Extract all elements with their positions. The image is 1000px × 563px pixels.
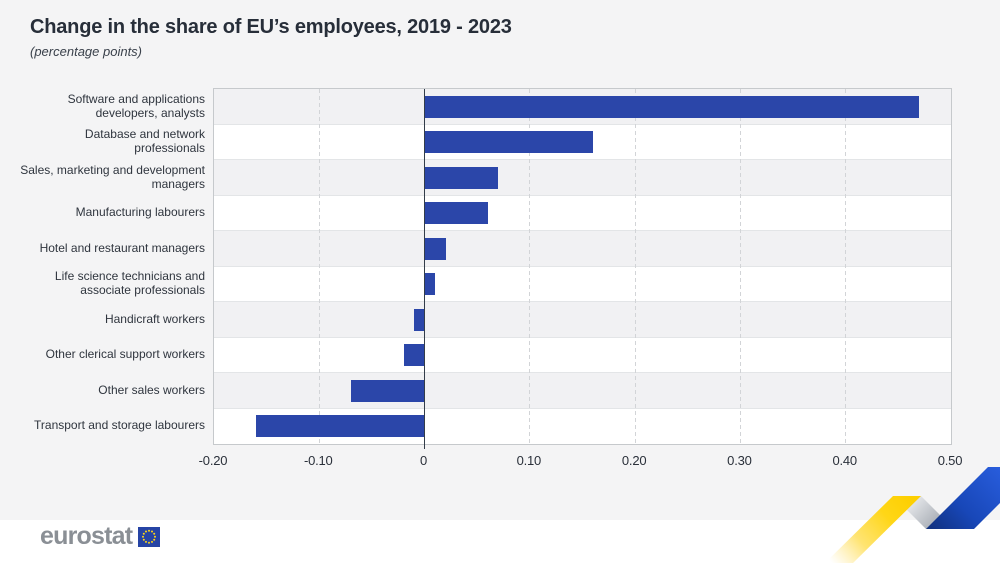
category-label: Handicraft workers bbox=[104, 311, 205, 326]
bar bbox=[424, 273, 436, 296]
ribbon-yellow-band bbox=[825, 496, 921, 563]
gridline bbox=[845, 89, 847, 444]
row-stripe bbox=[214, 266, 951, 302]
gridline bbox=[529, 89, 531, 444]
bar bbox=[424, 95, 920, 118]
bar bbox=[403, 344, 425, 367]
category-label: Transport and storage labourers bbox=[34, 418, 205, 433]
x-tick-label: 0.50 bbox=[937, 453, 963, 468]
category-label: Other clerical support workers bbox=[45, 347, 205, 362]
category-label: Software and applications developers, an… bbox=[67, 91, 205, 120]
row-stripe bbox=[214, 231, 951, 267]
bar bbox=[414, 308, 425, 331]
x-tick-label: -0.10 bbox=[303, 453, 333, 468]
bar bbox=[424, 131, 594, 154]
eurostat-ribbon-decoration bbox=[825, 467, 1000, 563]
x-tick-label: 0 bbox=[420, 453, 428, 468]
eu-flag-icon bbox=[138, 526, 161, 547]
bar bbox=[424, 166, 499, 189]
row-stripe bbox=[214, 373, 951, 409]
row-stripe bbox=[214, 337, 951, 373]
gridline bbox=[739, 89, 741, 444]
chart-title: Change in the share of EU’s employees, 2… bbox=[30, 16, 512, 38]
x-tick-label: 0.10 bbox=[516, 453, 542, 468]
x-tick-label: 0.20 bbox=[621, 453, 647, 468]
x-tick-label: 0.30 bbox=[727, 453, 752, 468]
x-tick-label: -0.20 bbox=[198, 453, 228, 468]
zero-line bbox=[424, 89, 426, 449]
chart-subtitle: (percentage points) bbox=[30, 44, 143, 59]
eurostat-logo: eurostat bbox=[40, 522, 161, 550]
category-label: Sales, marketing and development manager… bbox=[20, 162, 205, 191]
bar bbox=[424, 237, 446, 260]
x-tick-label: 0.40 bbox=[832, 453, 857, 468]
gridline bbox=[318, 89, 320, 444]
eurostat-logo-text: eurostat bbox=[40, 522, 133, 550]
bar bbox=[256, 415, 425, 438]
row-stripe bbox=[214, 195, 951, 231]
bar bbox=[424, 202, 488, 225]
bar bbox=[350, 379, 425, 402]
category-label: Life science technicians and associate p… bbox=[54, 269, 205, 298]
category-label: Other sales workers bbox=[98, 382, 205, 397]
category-label: Database and network professionals bbox=[84, 127, 205, 156]
category-label: Hotel and restaurant managers bbox=[39, 240, 205, 255]
row-stripe bbox=[214, 160, 951, 196]
plot-area bbox=[213, 88, 952, 449]
row-stripe bbox=[214, 302, 951, 338]
category-label: Manufacturing labourers bbox=[75, 205, 205, 220]
gridline bbox=[634, 89, 636, 444]
ribbon-blue-band bbox=[926, 467, 1000, 529]
